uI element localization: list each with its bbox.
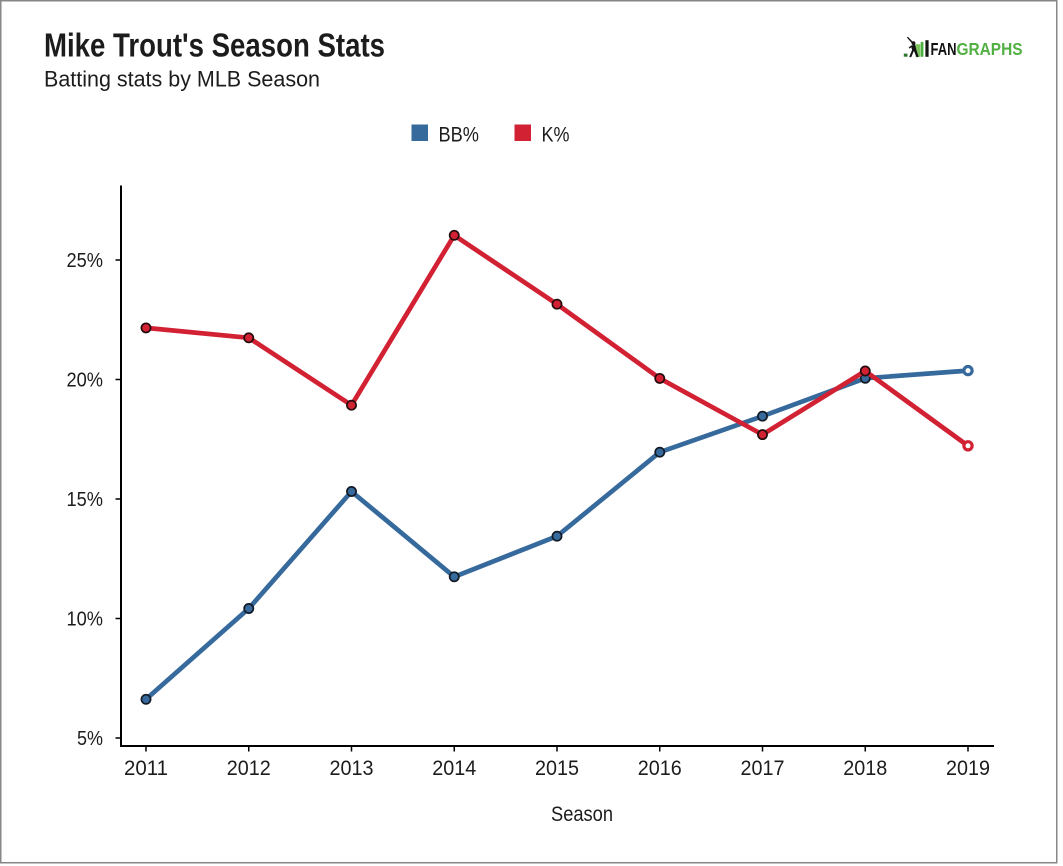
svg-text:20%: 20%: [67, 370, 104, 392]
svg-text:2011: 2011: [124, 756, 168, 780]
svg-text:K%: K%: [542, 123, 570, 147]
svg-text:GRAPHS: GRAPHS: [957, 39, 1023, 59]
svg-text:2014: 2014: [432, 756, 476, 780]
svg-text:25%: 25%: [67, 250, 104, 272]
svg-text:2019: 2019: [946, 756, 990, 780]
svg-text:2013: 2013: [330, 756, 374, 780]
svg-text:FAN: FAN: [931, 39, 957, 59]
svg-text:2015: 2015: [535, 756, 579, 780]
svg-text:10%: 10%: [67, 609, 104, 631]
svg-text:15%: 15%: [67, 489, 104, 511]
svg-text:2017: 2017: [741, 756, 785, 780]
svg-text:Batting stats by MLB Season: Batting stats by MLB Season: [44, 67, 320, 92]
svg-text:5%: 5%: [77, 728, 103, 750]
svg-text:Mike Trout's Season Stats: Mike Trout's Season Stats: [44, 26, 385, 63]
svg-text:2016: 2016: [638, 756, 682, 780]
svg-text:BB%: BB%: [439, 123, 480, 147]
svg-text:Season: Season: [551, 802, 613, 826]
svg-text:2012: 2012: [227, 756, 271, 780]
svg-text:2018: 2018: [843, 756, 887, 780]
